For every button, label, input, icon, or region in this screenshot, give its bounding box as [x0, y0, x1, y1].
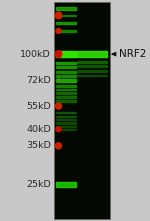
Bar: [56, 75, 76, 77]
Text: NRF2: NRF2: [118, 49, 146, 59]
Bar: [56, 89, 76, 90]
Bar: [56, 96, 76, 98]
Ellipse shape: [56, 29, 61, 33]
Bar: [56, 85, 76, 87]
Text: 40kD: 40kD: [26, 125, 51, 134]
Ellipse shape: [56, 103, 62, 109]
Bar: [77, 70, 107, 72]
Bar: [56, 79, 76, 82]
Bar: [56, 182, 76, 187]
Bar: [56, 22, 76, 24]
Text: 100kD: 100kD: [20, 50, 51, 59]
Bar: [56, 122, 76, 124]
Bar: [54, 2, 110, 219]
Ellipse shape: [56, 143, 62, 149]
Bar: [77, 75, 107, 76]
Bar: [56, 15, 76, 16]
Text: 25kD: 25kD: [26, 180, 51, 189]
Bar: [56, 119, 76, 120]
Bar: [56, 116, 76, 117]
Text: 35kD: 35kD: [26, 141, 51, 150]
Bar: [56, 126, 76, 127]
Bar: [77, 65, 107, 67]
Ellipse shape: [55, 12, 62, 19]
Bar: [56, 71, 76, 73]
Bar: [77, 51, 107, 57]
Ellipse shape: [56, 127, 61, 132]
Bar: [56, 30, 76, 32]
Bar: [56, 51, 76, 57]
Bar: [56, 112, 76, 114]
Bar: [77, 61, 107, 63]
Bar: [56, 7, 76, 10]
Bar: [56, 100, 76, 102]
Bar: [56, 92, 76, 94]
Ellipse shape: [57, 79, 60, 82]
Ellipse shape: [55, 51, 62, 57]
Bar: [56, 62, 76, 64]
Bar: [56, 66, 76, 68]
Text: 72kD: 72kD: [26, 76, 51, 85]
Text: 55kD: 55kD: [26, 102, 51, 110]
Bar: [56, 129, 76, 130]
